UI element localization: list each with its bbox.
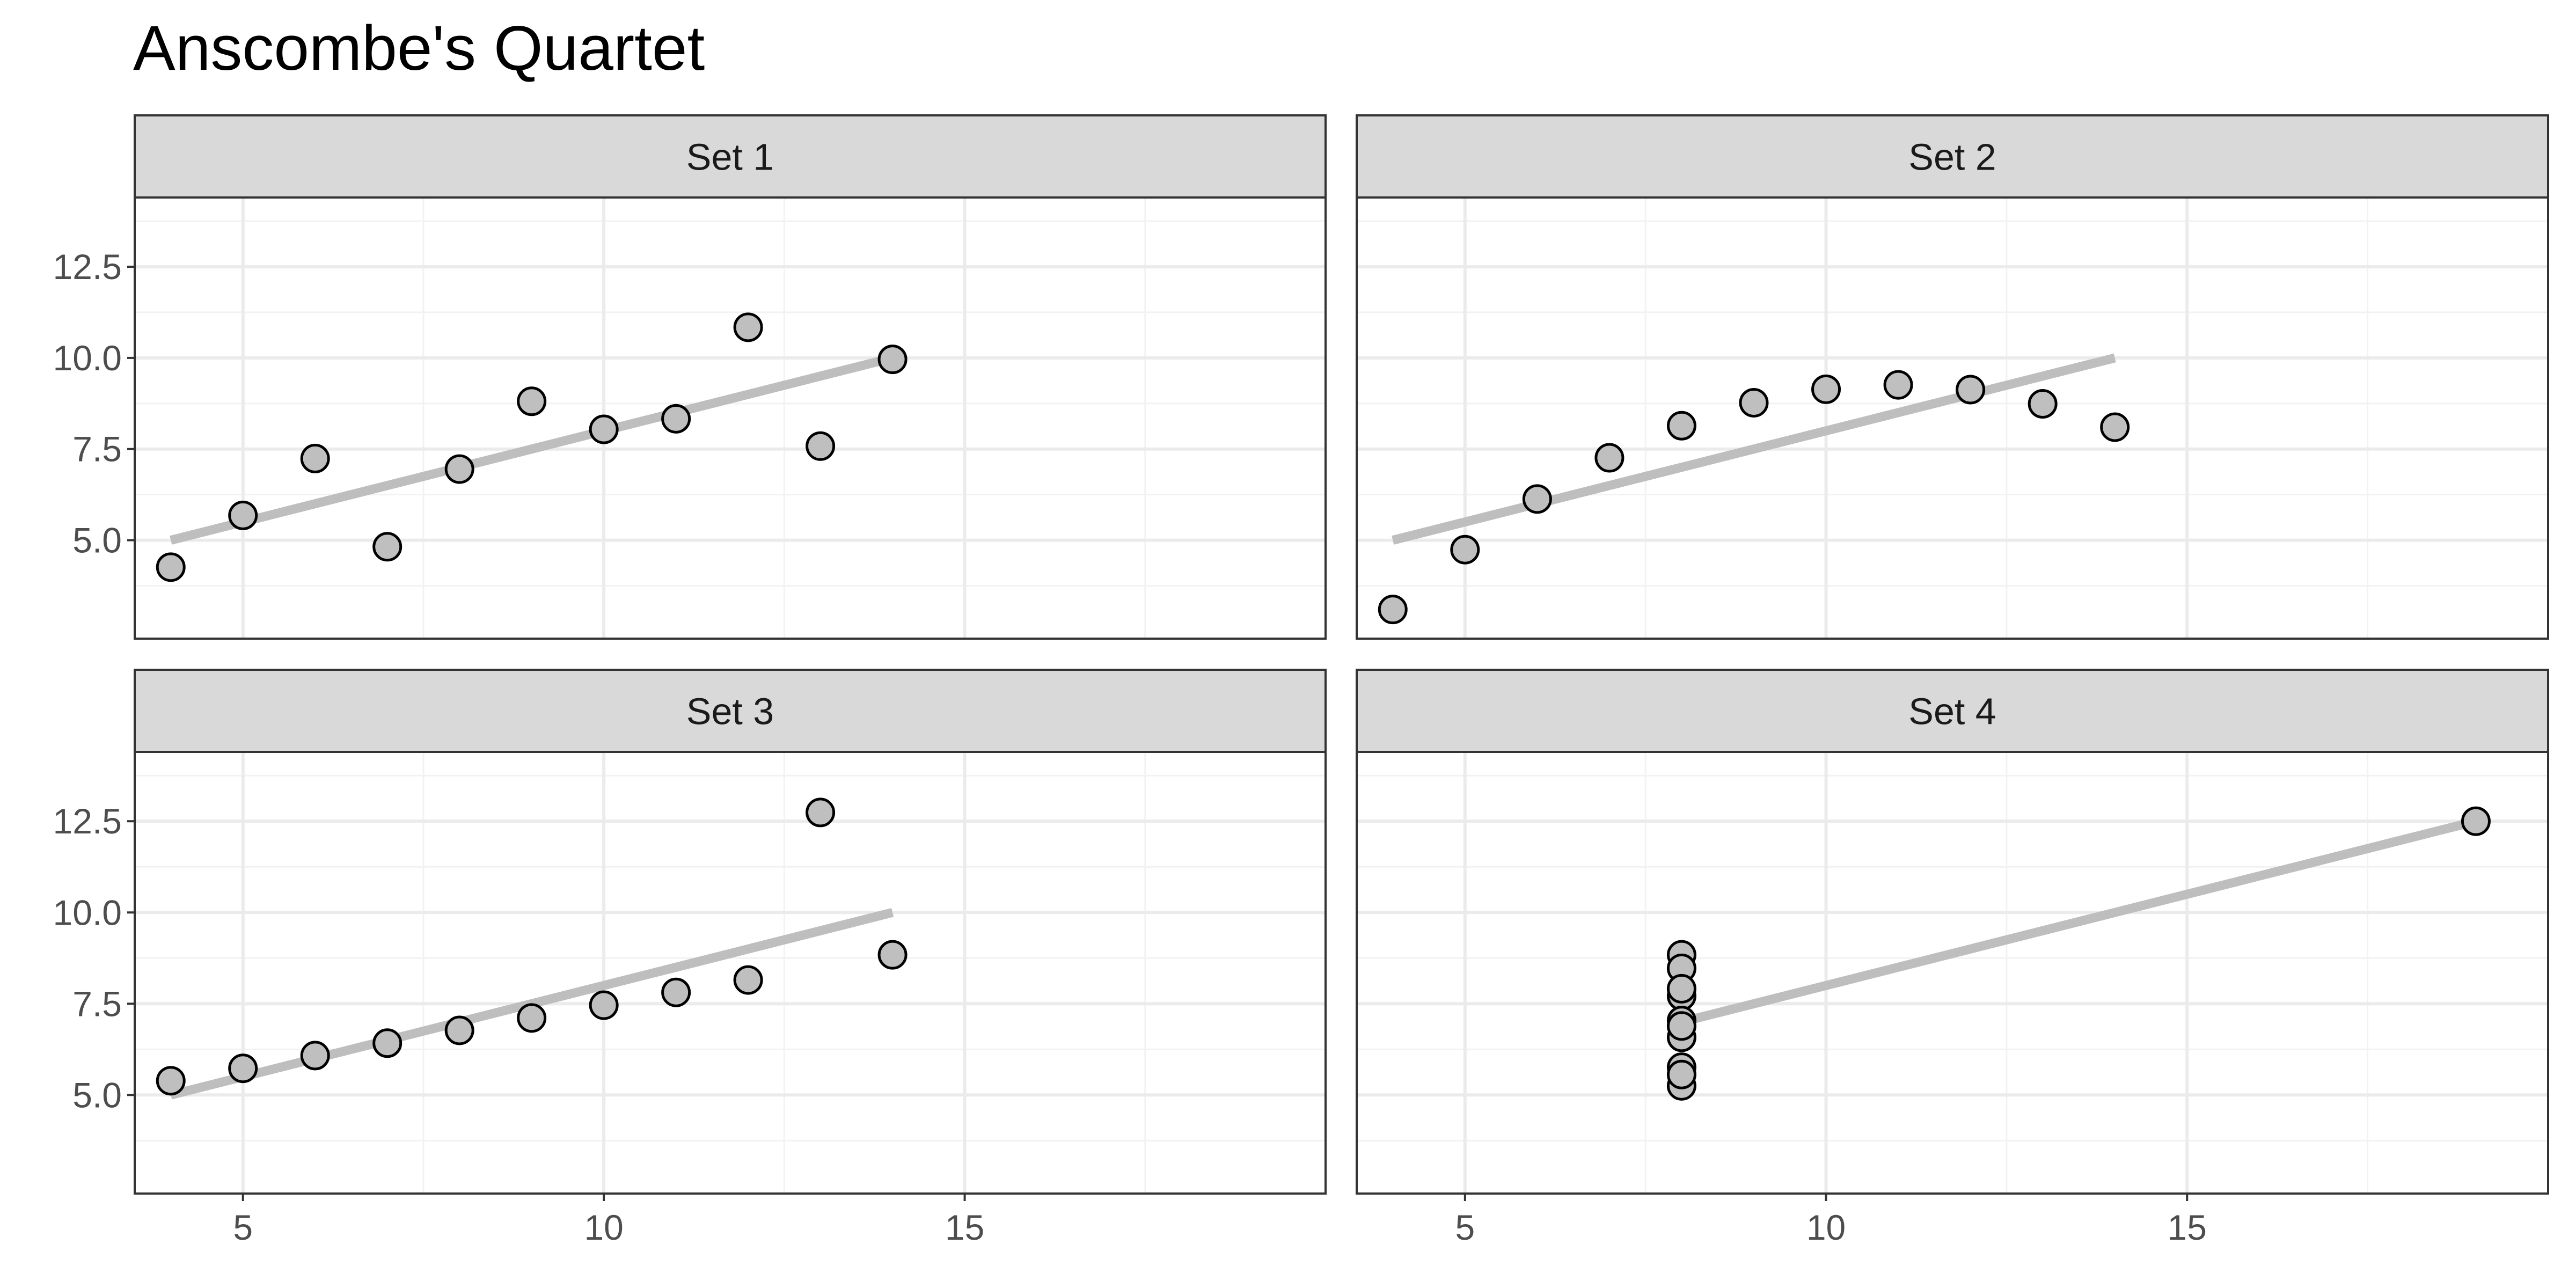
regression-line [170,353,894,545]
facet-strip [134,114,1327,199]
y-tick-label: 12.5 [53,801,122,841]
data-point [156,552,186,582]
facet-strip-label: Set 4 [1908,691,1996,733]
panel-set-1: Set 1 5.0 7.5 10.0 12.5 [53,114,1327,640]
data-point [806,797,836,828]
data-point [1450,535,1480,565]
data-point [517,386,547,416]
data-point [1883,370,1913,400]
data-point [733,965,763,995]
facet-strip [134,669,1327,753]
data-point [1666,411,1696,441]
regression-line [1392,353,2116,545]
chart-title: Anscombe's Quartet [133,13,705,84]
data-point [589,414,619,444]
y-tick-label: 7.5 [72,429,122,469]
data-point [661,404,691,434]
data-point [444,454,474,484]
panel-background [135,197,1326,639]
data-point [1666,1011,1696,1041]
facet-strip-label: Set 2 [1908,136,1996,178]
panel-background [1357,197,2548,639]
x-tick-label: 5 [1455,1208,1475,1247]
regression-line [1680,816,2477,1027]
data-point [228,500,258,530]
data-point [589,990,619,1020]
data-point [2028,389,2058,419]
data-point [1811,374,1841,404]
data-point [1378,595,1408,625]
data-point [300,443,330,473]
panel-set-2: Set 2 [1356,114,2549,640]
data-point [372,1028,402,1058]
x-tick-label: 5 [233,1208,253,1247]
y-tick-label: 10.0 [53,892,122,932]
panel-set-4: Set 4 5 10 15 [1356,669,2549,1247]
data-point [156,1066,186,1096]
data-point [1666,1059,1696,1089]
panel-set-3: Set 3 5.0 7.5 10.0 12.5 5 10 15 [53,669,1327,1247]
facet-strip [1356,669,2549,753]
data-point [877,345,908,375]
y-tick-label: 12.5 [53,247,122,287]
data-point [228,1053,258,1084]
x-tick-label: 15 [2168,1208,2207,1247]
data-point [1594,443,1624,473]
data-point [517,1003,547,1033]
data-point [1956,375,1986,405]
data-point [1666,974,1696,1004]
facet-strip-label: Set 3 [686,691,774,733]
y-tick-label: 7.5 [72,984,122,1023]
data-point [1739,387,1769,418]
facet-strip-label: Set 1 [686,136,774,178]
data-point [444,1015,474,1045]
data-point [1522,484,1552,514]
data-point [372,532,402,562]
y-tick-label: 10.0 [53,338,122,378]
x-tick-label: 10 [1806,1208,1846,1247]
x-tick-label: 10 [584,1208,623,1247]
facet-strip [1356,114,2549,199]
y-tick-label: 5.0 [72,521,122,560]
y-tick-label: 5.0 [72,1075,122,1115]
data-point [300,1041,330,1071]
x-tick-label: 15 [945,1208,984,1247]
data-point [806,431,836,461]
data-point [733,312,763,342]
panel-background [135,752,1326,1194]
panel-background [1357,752,2548,1194]
data-point [877,940,908,970]
data-point [2100,412,2130,442]
data-point [2461,806,2491,836]
data-point [661,977,691,1007]
